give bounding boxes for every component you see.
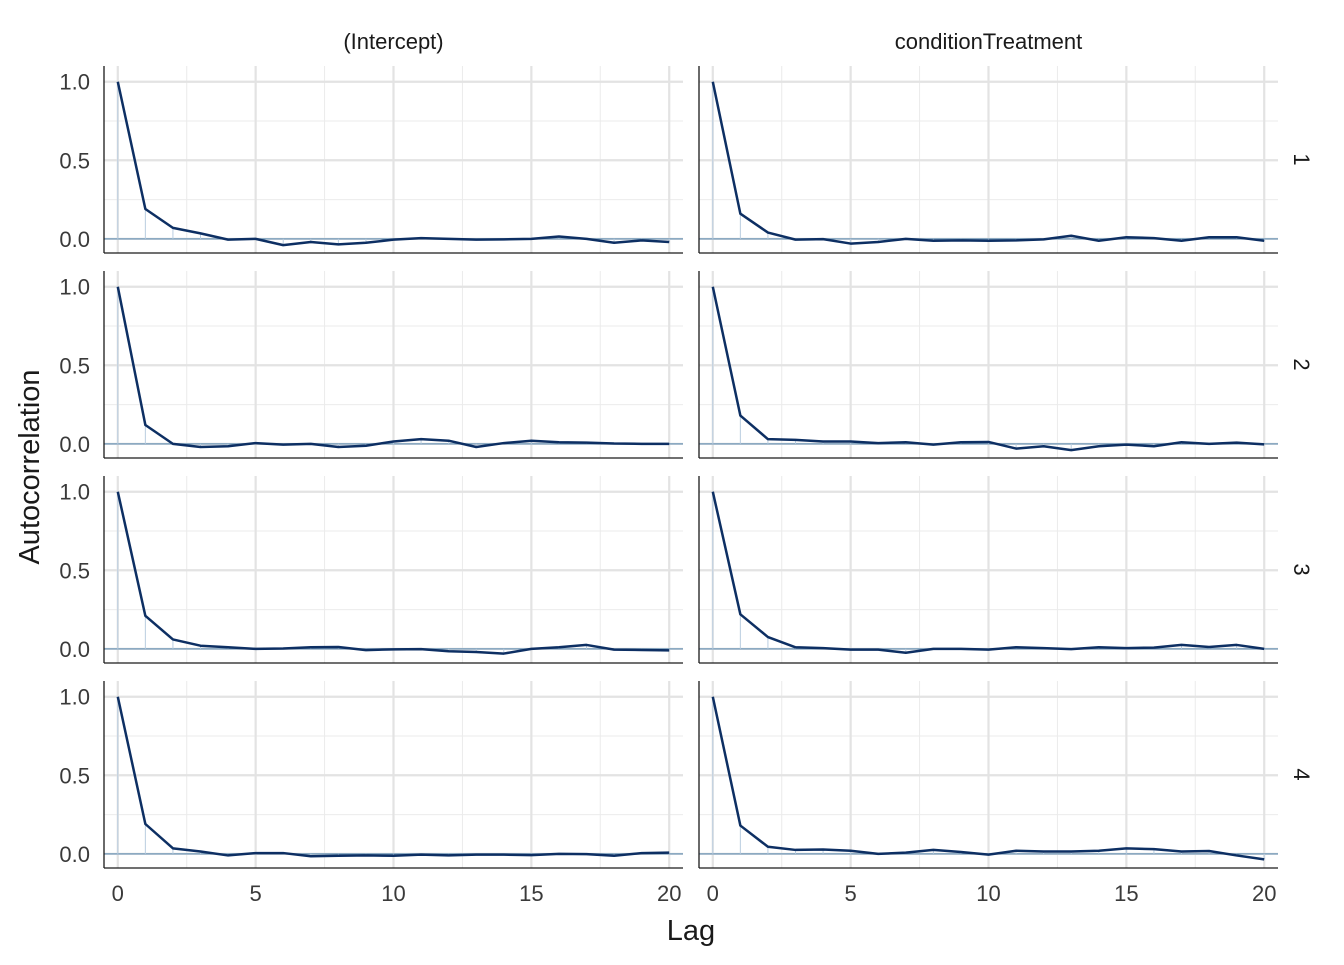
y-tick-label: 0.5 xyxy=(59,353,90,378)
acf-series-line xyxy=(116,696,670,858)
facet-panel xyxy=(698,271,1278,459)
x-axis-title: Lag xyxy=(667,915,715,947)
x-tick-label: 15 xyxy=(519,881,543,906)
column-strip-label: conditionTreatment xyxy=(895,29,1083,54)
row-strip-label: 1 xyxy=(1289,153,1314,165)
strip-labels-layer: (Intercept) conditionTreatment 1 2 3 4 xyxy=(343,29,1314,781)
acf-series-line xyxy=(711,286,1265,452)
x-tick-label: 10 xyxy=(381,881,405,906)
acf-series-line xyxy=(116,491,670,655)
x-tick-label: 5 xyxy=(845,881,857,906)
row-strip-label: 2 xyxy=(1289,358,1314,370)
acf-series-line xyxy=(711,696,1265,861)
y-tick-label: 1.0 xyxy=(59,70,90,95)
facet-panel xyxy=(698,66,1278,254)
y-tick-label: 0.5 xyxy=(59,763,90,788)
row-strip-label: 4 xyxy=(1289,768,1314,780)
acf-series-line xyxy=(116,81,670,247)
y-tick-label: 1.0 xyxy=(59,275,90,300)
y-tick-label: 1.0 xyxy=(59,685,90,710)
facet-panel: 0.0 0.5 1.0 xyxy=(59,476,683,664)
y-axis-title: Autocorrelation xyxy=(14,369,46,564)
column-strip-label: (Intercept) xyxy=(343,29,443,54)
x-tick-label: 20 xyxy=(1252,881,1276,906)
y-tick-label: 0.0 xyxy=(59,842,90,867)
y-tick-label: 0.5 xyxy=(59,558,90,583)
x-tick-label: 15 xyxy=(1114,881,1138,906)
facet-panel xyxy=(698,476,1278,664)
panels-layer: 0.0 0.5 1.0 0.0 0.5 1.0 0.0 0.5 1.0 0.0 0.5 1.0 0 5 10… xyxy=(59,66,1278,906)
y-tick-label: 0.0 xyxy=(59,432,90,457)
x-tick-label: 0 xyxy=(707,881,719,906)
row-strip-label: 3 xyxy=(1289,563,1314,575)
acf-series-line xyxy=(116,286,670,449)
facet-panel: 0.0 0.5 1.0 xyxy=(59,271,683,459)
facet-panel: 0 5 10 15 20 xyxy=(698,681,1278,906)
facet-panel: 0.0 0.5 1.0 xyxy=(59,66,683,254)
acf-series-line xyxy=(711,81,1265,245)
y-tick-label: 0.0 xyxy=(59,227,90,252)
facet-panel: 0.0 0.5 1.0 0 5 10 15 20 xyxy=(59,681,683,906)
x-tick-label: 20 xyxy=(657,881,681,906)
y-tick-label: 0.5 xyxy=(59,148,90,173)
x-tick-label: 10 xyxy=(976,881,1000,906)
x-tick-label: 5 xyxy=(250,881,262,906)
x-tick-label: 0 xyxy=(112,881,124,906)
acf-series-line xyxy=(711,491,1265,655)
y-tick-label: 0.0 xyxy=(59,637,90,662)
y-tick-label: 1.0 xyxy=(59,480,90,505)
